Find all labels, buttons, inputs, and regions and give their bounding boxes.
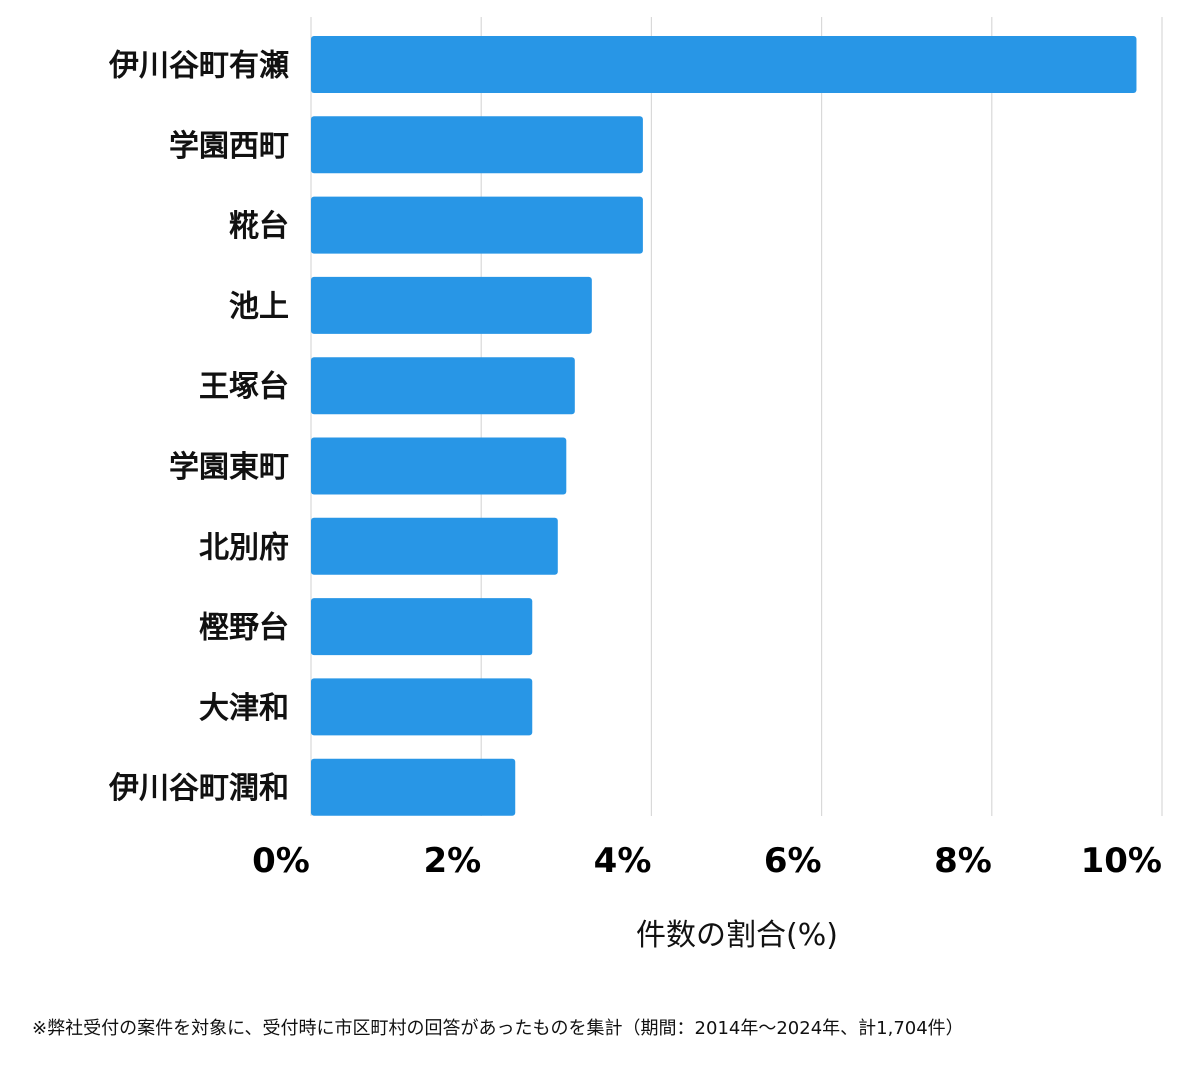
category-label-1: 学園西町 [169,129,289,164]
bar-3 [311,276,592,334]
bar-6 [311,517,558,575]
x-tick-label-1: 2% [423,841,481,881]
bar-9 [311,758,516,816]
bar-1 [311,116,643,174]
bar-8 [311,678,533,736]
category-label-9: 伊川谷町潤和 [108,771,289,806]
bar-4 [311,357,575,415]
category-label-0: 伊川谷町有瀬 [108,49,289,84]
category-label-3: 池上 [229,289,289,324]
x-axis-title: 件数の割合(%) [636,918,838,953]
x-tick-label-3: 6% [764,841,822,881]
bars [311,36,1137,816]
x-tick-labels: 0% 2% 4% 6% 8% 10% [252,841,1162,881]
category-label-5: 学園東町 [169,450,289,485]
x-tick-label-4: 8% [934,841,992,881]
bar-7 [311,598,533,656]
x-tick-label-2: 4% [594,841,652,881]
category-label-6: 北別府 [199,530,289,565]
category-label-2: 糀台 [229,209,289,244]
x-tick-label-5: 10% [1081,841,1162,881]
x-tick-label-0: 0% [252,841,310,881]
bar-0 [311,36,1137,93]
footnote: ※弊社受付の案件を対象に、受付時に市区町村の回答があったものを集計（期間：201… [32,1018,964,1039]
category-label-7: 樫野台 [199,611,289,646]
bar-2 [311,196,643,254]
bar-5 [311,437,567,495]
category-label-4: 王塚台 [199,370,289,405]
category-label-8: 大津和 [199,691,289,726]
